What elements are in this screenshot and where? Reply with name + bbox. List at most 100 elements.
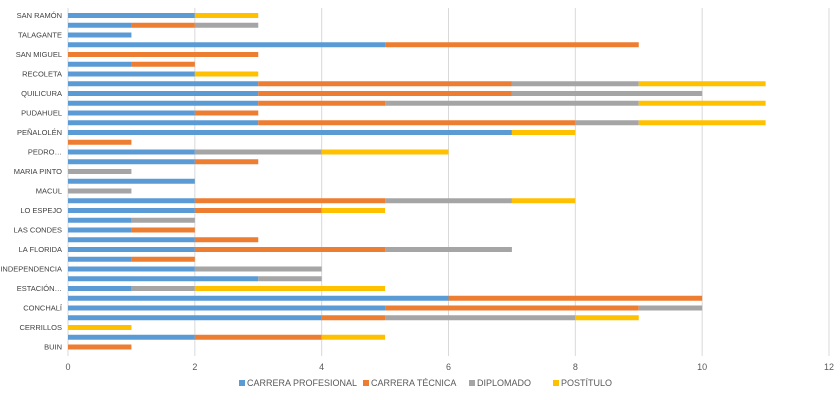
bar-segment bbox=[68, 61, 132, 67]
bar-segment bbox=[68, 188, 132, 194]
bar-segment bbox=[68, 208, 195, 213]
category-label: PEÑALOLÉN bbox=[17, 128, 62, 137]
category-label: LAS CONDES bbox=[14, 226, 62, 235]
bar-segment bbox=[575, 120, 639, 126]
bar-segment bbox=[68, 295, 449, 301]
bar-segment bbox=[638, 100, 766, 106]
legend: CARRERA PROFESIONAL CARRERA TÉCNICA DIPLOM… bbox=[239, 378, 612, 388]
legend-swatch bbox=[553, 380, 559, 386]
bar-segment bbox=[258, 100, 386, 106]
bars bbox=[68, 13, 766, 350]
bar-segment bbox=[68, 217, 132, 223]
bar-segment bbox=[68, 237, 195, 243]
bar-segment bbox=[258, 91, 512, 96]
bar-segment bbox=[194, 237, 259, 243]
category-label: INDEPENDENCIA bbox=[0, 265, 62, 274]
x-tick-label: 8 bbox=[573, 362, 578, 372]
legend-label: POSTÍTULO bbox=[561, 378, 612, 388]
bar-segment bbox=[258, 276, 322, 282]
bar-segment bbox=[385, 100, 639, 106]
bar-segment bbox=[194, 71, 259, 77]
bar-segment bbox=[68, 266, 195, 272]
category-label: SAN RAMÓN bbox=[17, 11, 62, 20]
bar-segment bbox=[131, 227, 195, 233]
bar-segment bbox=[194, 198, 386, 204]
category-label: LO ESPEJO bbox=[20, 206, 62, 215]
bar-segment bbox=[68, 32, 132, 38]
category-label: PEDRO… bbox=[28, 148, 62, 157]
bar-segment bbox=[194, 247, 386, 252]
bar-segment bbox=[68, 91, 259, 96]
bar-segment bbox=[385, 247, 512, 252]
bar-segment bbox=[68, 325, 132, 330]
x-tick-label: 12 bbox=[824, 362, 834, 372]
legend-swatch bbox=[363, 380, 369, 386]
bar-segment bbox=[68, 305, 386, 311]
bar-segment bbox=[194, 208, 322, 213]
bar-segment bbox=[68, 247, 195, 252]
bar-segment bbox=[321, 334, 386, 340]
bar-segment bbox=[68, 256, 132, 262]
category-label: MACUL bbox=[36, 187, 62, 196]
bar-segment bbox=[448, 295, 703, 301]
bar-segment bbox=[385, 315, 576, 321]
bar-segment bbox=[68, 198, 195, 204]
x-tick-label: 0 bbox=[65, 362, 70, 372]
bar-segment bbox=[68, 149, 195, 155]
bar-segment bbox=[194, 159, 259, 165]
bar-segment bbox=[194, 334, 322, 340]
x-tick-label: 6 bbox=[446, 362, 451, 372]
x-axis-ticks: 0 2 4 6 8 10 12 bbox=[65, 362, 834, 372]
category-label: RECOLETA bbox=[22, 70, 62, 79]
legend-label: CARRERA TÉCNICA bbox=[371, 378, 456, 388]
bar-segment bbox=[68, 334, 195, 340]
bar-segment bbox=[385, 42, 639, 48]
bar-segment bbox=[194, 266, 322, 272]
bar-segment bbox=[68, 227, 132, 233]
bar-segment bbox=[258, 120, 576, 126]
bar-segment bbox=[68, 71, 195, 77]
bar-segment bbox=[194, 149, 322, 155]
bar-segment bbox=[638, 305, 703, 311]
bar-segment bbox=[131, 22, 195, 28]
bar-segment bbox=[68, 52, 259, 57]
category-label: CONCHALÍ bbox=[23, 304, 63, 313]
x-tick-label: 10 bbox=[697, 362, 707, 372]
bar-segment bbox=[131, 217, 195, 223]
x-tick-label: 4 bbox=[319, 362, 324, 372]
bar-segment bbox=[638, 120, 766, 126]
bar-segment bbox=[258, 81, 512, 87]
bar-segment bbox=[68, 130, 512, 135]
bar-segment bbox=[385, 305, 639, 311]
category-label: TALAGANTE bbox=[18, 31, 62, 40]
bar-segment bbox=[68, 22, 132, 28]
bar-segment bbox=[68, 276, 259, 282]
legend-swatch bbox=[469, 380, 475, 386]
bar-segment bbox=[385, 198, 512, 204]
x-tick-label: 2 bbox=[192, 362, 197, 372]
bar-segment bbox=[511, 198, 576, 204]
bar-segment bbox=[321, 208, 386, 213]
bar-segment bbox=[131, 286, 195, 291]
bar-segment bbox=[68, 286, 132, 291]
category-label: QUILICURA bbox=[21, 89, 62, 98]
category-label: CERRILLOS bbox=[19, 323, 62, 332]
category-label: PUDAHUEL bbox=[21, 109, 62, 118]
bar-segment bbox=[68, 81, 259, 87]
bar-segment bbox=[638, 81, 766, 87]
bar-segment bbox=[68, 178, 195, 184]
category-label: MARIA PINTO bbox=[14, 167, 62, 176]
bar-segment bbox=[68, 169, 132, 174]
bar-segment bbox=[68, 42, 386, 48]
category-label: LA FLORIDA bbox=[19, 245, 62, 254]
bar-segment bbox=[194, 286, 386, 291]
bar-segment bbox=[68, 315, 322, 321]
bar-segment bbox=[321, 149, 449, 155]
bar-segment bbox=[68, 110, 195, 116]
category-label: SAN MIGUEL bbox=[16, 50, 62, 59]
bar-segment bbox=[68, 120, 259, 126]
bar-segment bbox=[194, 13, 259, 18]
bar-segment bbox=[68, 159, 195, 165]
bar-segment bbox=[511, 91, 703, 96]
bar-segment bbox=[575, 315, 639, 321]
